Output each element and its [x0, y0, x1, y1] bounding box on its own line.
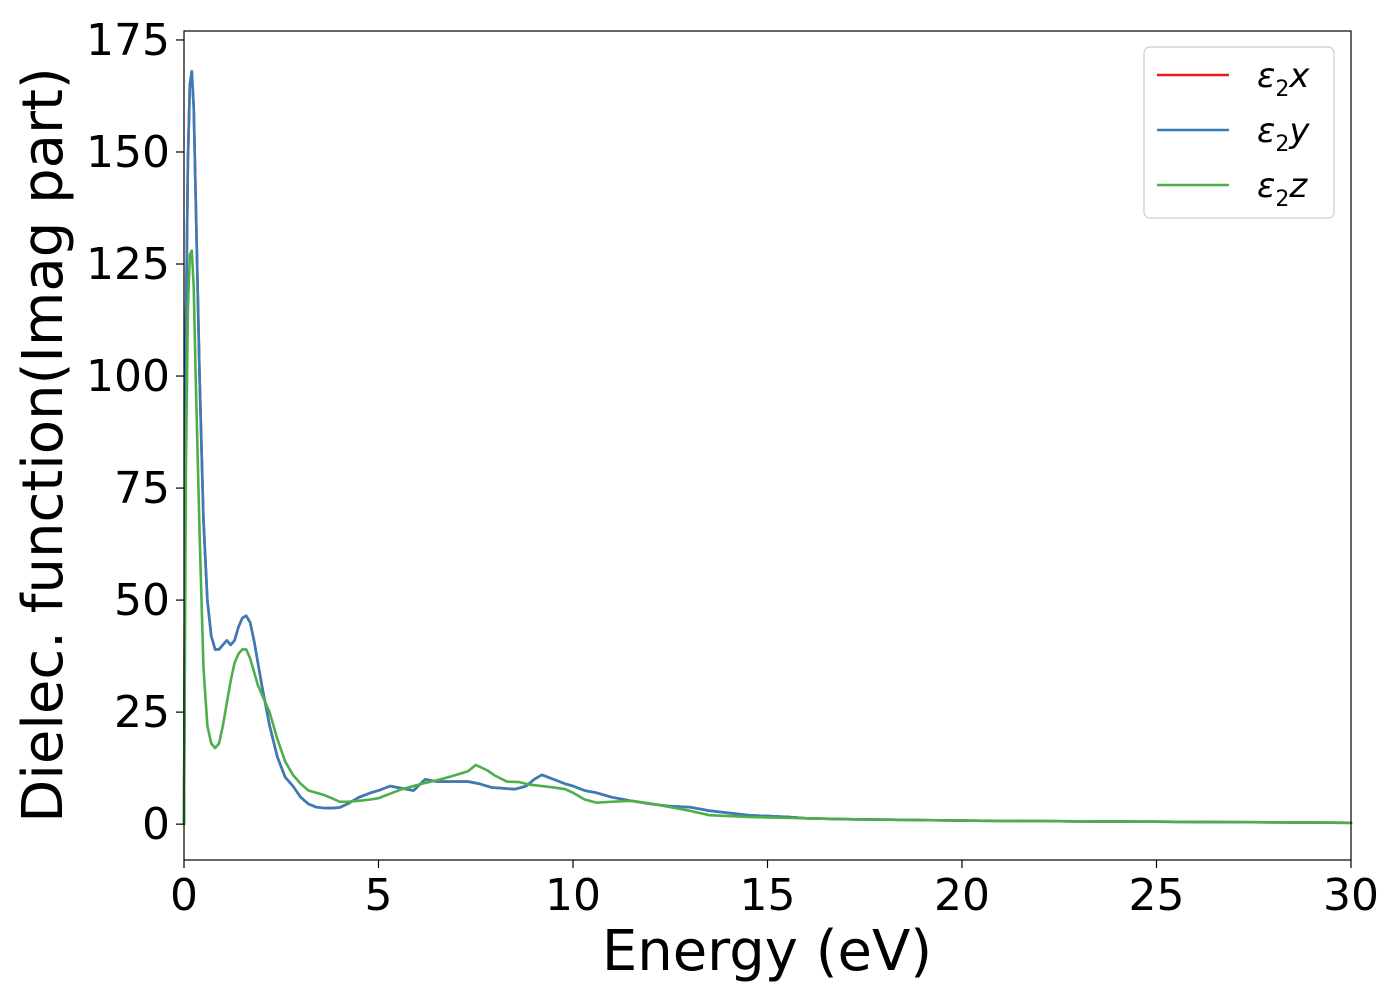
y-tick-label: 50	[114, 575, 170, 626]
x-tick-label: 10	[545, 870, 601, 921]
y-tick-label: 125	[86, 239, 170, 290]
y-axis-ticks: 0 25 50 75 100 125 150 175	[86, 15, 184, 850]
x-tick-label: 30	[1323, 870, 1379, 921]
series-line-z	[182, 249, 1353, 826]
y-tick-label: 25	[114, 687, 170, 738]
series-layer	[182, 70, 1353, 826]
x-axis-ticks: 0 5 10 15 20 25 30	[170, 860, 1379, 921]
legend-label-y: ε2y	[1257, 111, 1310, 157]
y-tick-label: 75	[114, 463, 170, 514]
legend-frame	[1143, 46, 1335, 219]
x-tick-label: 0	[170, 870, 198, 921]
y-tick-label: 175	[86, 15, 170, 66]
y-axis-label: Dielec. function(Imag part)	[11, 67, 76, 823]
x-tick-label: 20	[934, 870, 990, 921]
x-tick-label: 5	[365, 870, 393, 921]
legend-label-z: ε2z	[1257, 166, 1308, 212]
y-tick-label: 100	[86, 351, 170, 402]
x-axis-label: Energy (eV)	[602, 919, 932, 984]
legend-items: ε2x ε2y ε2z	[1157, 56, 1310, 212]
y-tick-label: 150	[86, 127, 170, 178]
x-tick-label: 15	[740, 870, 796, 921]
legend: ε2x ε2y ε2z	[1143, 46, 1335, 219]
y-tick-label: 0	[142, 799, 170, 850]
legend-label-x: ε2x	[1257, 56, 1310, 102]
x-tick-label: 25	[1129, 870, 1185, 921]
